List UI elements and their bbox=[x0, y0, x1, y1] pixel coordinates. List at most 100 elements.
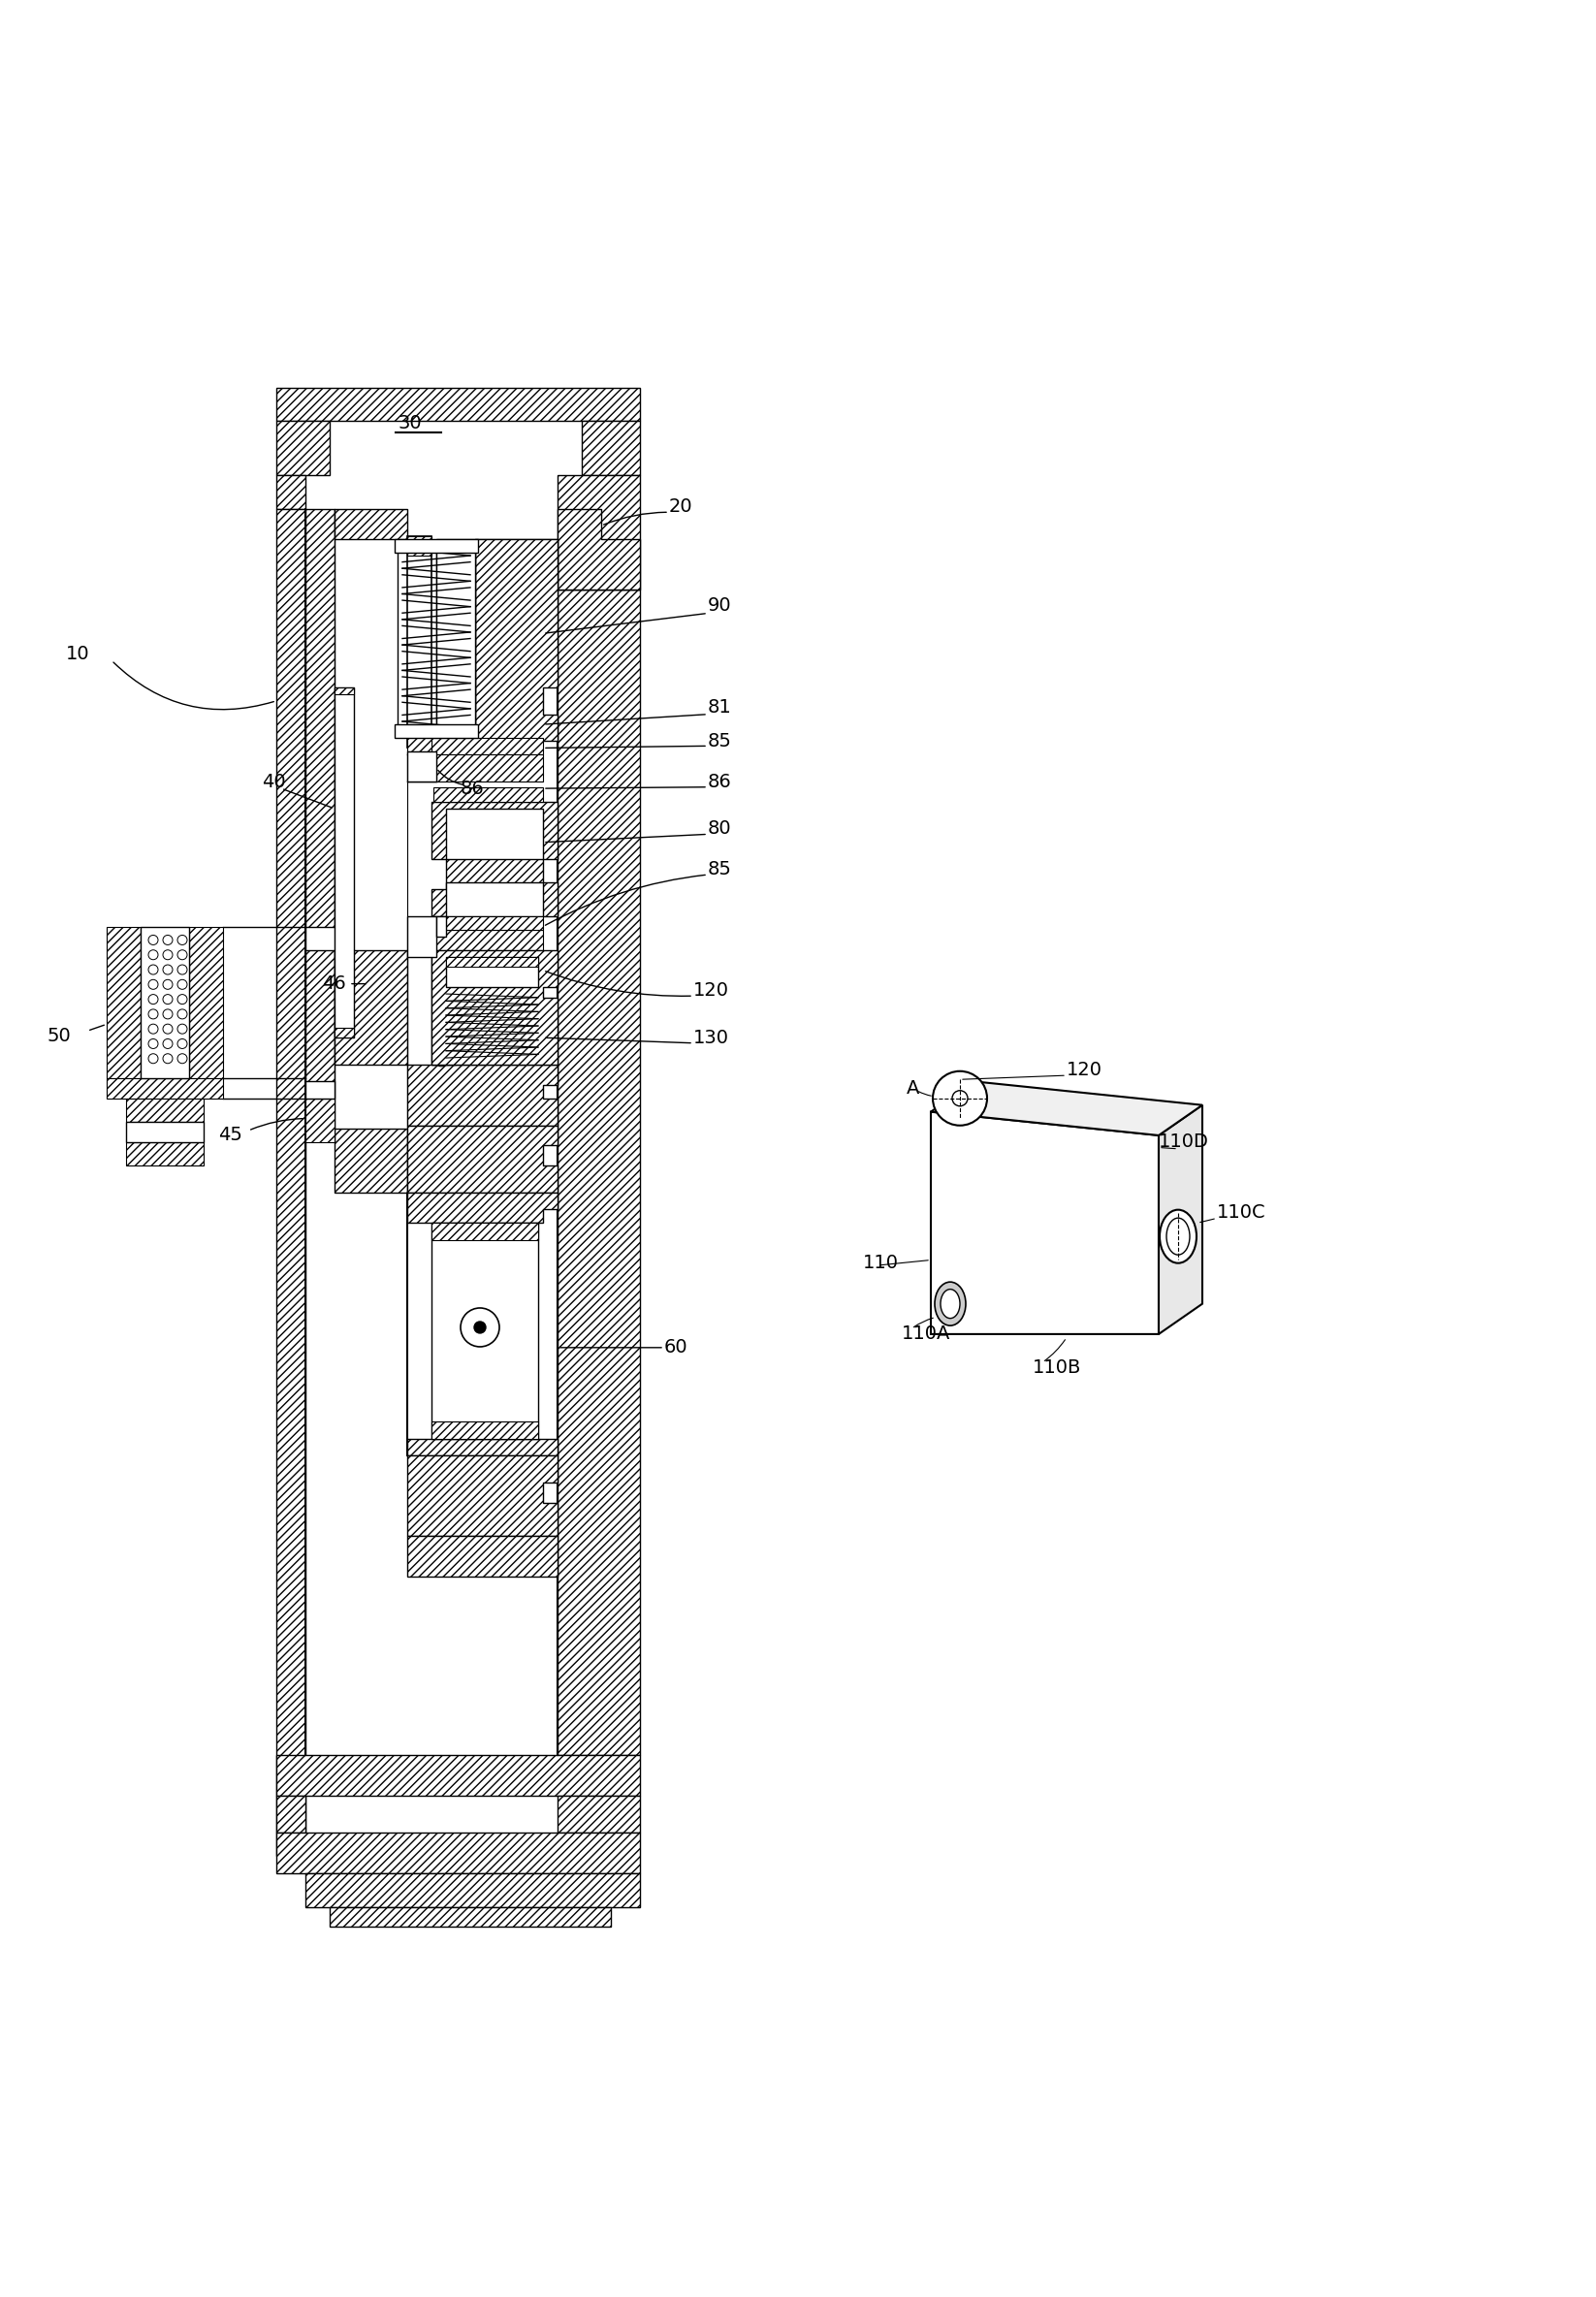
Text: 40: 40 bbox=[262, 772, 286, 790]
Circle shape bbox=[177, 1008, 187, 1020]
Text: A: A bbox=[907, 1080, 919, 1098]
Bar bbox=[335, 687, 354, 1038]
Polygon shape bbox=[431, 1222, 538, 1240]
Text: 45: 45 bbox=[219, 1126, 243, 1144]
Circle shape bbox=[163, 1054, 172, 1064]
Text: 46: 46 bbox=[322, 974, 346, 992]
Polygon shape bbox=[436, 756, 543, 781]
Polygon shape bbox=[126, 1098, 204, 1121]
Polygon shape bbox=[434, 788, 543, 802]
Bar bbox=[407, 751, 436, 781]
Circle shape bbox=[148, 1038, 158, 1050]
Bar bbox=[305, 510, 557, 1755]
Polygon shape bbox=[930, 1082, 1202, 1135]
Polygon shape bbox=[188, 926, 223, 1077]
Text: 50: 50 bbox=[46, 1027, 70, 1045]
Circle shape bbox=[163, 995, 172, 1004]
Polygon shape bbox=[335, 687, 354, 694]
Text: 85: 85 bbox=[707, 859, 733, 877]
Polygon shape bbox=[305, 1872, 640, 1907]
Circle shape bbox=[163, 965, 172, 974]
Polygon shape bbox=[276, 1833, 640, 1872]
Polygon shape bbox=[557, 475, 640, 590]
Polygon shape bbox=[476, 540, 557, 742]
Circle shape bbox=[148, 1008, 158, 1020]
Circle shape bbox=[953, 1091, 967, 1107]
Polygon shape bbox=[557, 510, 640, 590]
Polygon shape bbox=[407, 1456, 557, 1537]
Ellipse shape bbox=[940, 1289, 959, 1318]
Polygon shape bbox=[305, 951, 335, 1128]
Bar bbox=[126, 1121, 204, 1142]
Bar bbox=[445, 958, 538, 988]
Circle shape bbox=[461, 1307, 500, 1346]
Text: 130: 130 bbox=[693, 1029, 729, 1047]
Polygon shape bbox=[476, 540, 557, 590]
Ellipse shape bbox=[1167, 1217, 1189, 1254]
Polygon shape bbox=[436, 540, 476, 742]
Polygon shape bbox=[930, 1112, 1159, 1335]
Circle shape bbox=[148, 1024, 158, 1034]
Polygon shape bbox=[431, 802, 557, 917]
Polygon shape bbox=[445, 958, 538, 967]
Bar bbox=[445, 809, 543, 859]
Bar bbox=[305, 1082, 335, 1098]
Text: 85: 85 bbox=[707, 733, 733, 751]
Circle shape bbox=[436, 1024, 447, 1036]
Polygon shape bbox=[434, 917, 543, 930]
Circle shape bbox=[177, 1054, 187, 1064]
Polygon shape bbox=[407, 1192, 557, 1222]
Text: 86: 86 bbox=[461, 779, 485, 797]
Circle shape bbox=[474, 1321, 485, 1332]
Bar bbox=[397, 547, 436, 735]
Bar bbox=[407, 917, 436, 958]
Polygon shape bbox=[1159, 1105, 1202, 1335]
Circle shape bbox=[148, 1054, 158, 1064]
Text: 20: 20 bbox=[669, 498, 693, 517]
Circle shape bbox=[932, 1070, 986, 1126]
Polygon shape bbox=[276, 388, 640, 420]
Circle shape bbox=[436, 995, 447, 1006]
Circle shape bbox=[177, 951, 187, 960]
Text: 110C: 110C bbox=[1216, 1204, 1266, 1222]
Circle shape bbox=[163, 1008, 172, 1020]
Circle shape bbox=[177, 995, 187, 1004]
Circle shape bbox=[177, 1038, 187, 1050]
Polygon shape bbox=[335, 510, 407, 540]
Text: 120: 120 bbox=[693, 981, 729, 999]
Circle shape bbox=[148, 951, 158, 960]
Ellipse shape bbox=[935, 1282, 966, 1325]
Polygon shape bbox=[407, 1064, 557, 1126]
Circle shape bbox=[163, 1038, 172, 1050]
Bar bbox=[436, 547, 476, 735]
Polygon shape bbox=[276, 1755, 640, 1796]
Polygon shape bbox=[431, 1422, 538, 1438]
Polygon shape bbox=[335, 951, 407, 1064]
Polygon shape bbox=[335, 1128, 407, 1192]
Polygon shape bbox=[107, 926, 140, 1077]
Text: 86: 86 bbox=[707, 772, 733, 790]
Polygon shape bbox=[126, 1142, 204, 1165]
Circle shape bbox=[436, 981, 447, 992]
Circle shape bbox=[436, 965, 447, 979]
Polygon shape bbox=[276, 1796, 305, 1833]
Circle shape bbox=[177, 979, 187, 990]
Bar bbox=[445, 882, 543, 917]
Text: 60: 60 bbox=[664, 1339, 688, 1358]
Polygon shape bbox=[305, 1098, 335, 1142]
Ellipse shape bbox=[1160, 1211, 1197, 1263]
Circle shape bbox=[148, 995, 158, 1004]
Text: 110D: 110D bbox=[1159, 1132, 1210, 1151]
Polygon shape bbox=[276, 420, 330, 475]
Polygon shape bbox=[407, 1438, 557, 1456]
Circle shape bbox=[436, 1054, 447, 1066]
Circle shape bbox=[436, 1041, 447, 1052]
Circle shape bbox=[177, 965, 187, 974]
Polygon shape bbox=[407, 724, 431, 751]
Polygon shape bbox=[276, 475, 305, 510]
Text: 110B: 110B bbox=[1033, 1358, 1082, 1376]
Polygon shape bbox=[407, 1537, 557, 1576]
Polygon shape bbox=[305, 510, 335, 926]
Text: 110: 110 bbox=[863, 1254, 899, 1273]
Polygon shape bbox=[583, 420, 640, 475]
